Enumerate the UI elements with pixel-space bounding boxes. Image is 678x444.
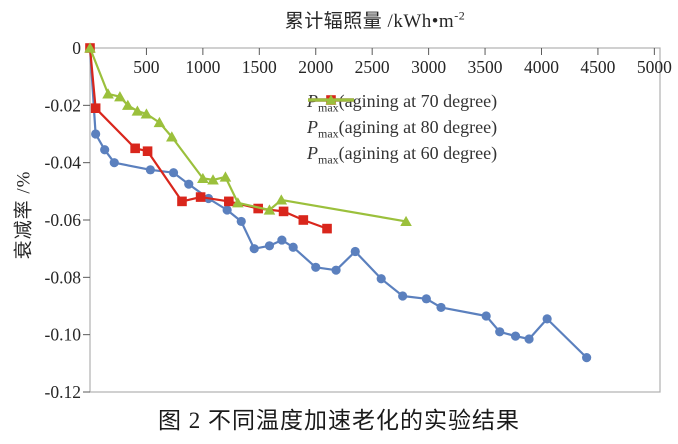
figure-caption: 图 2 不同温度加速老化的实验结果	[158, 408, 520, 433]
data-point-circle	[436, 302, 446, 313]
data-point-circle	[277, 235, 287, 245]
x-tick-label: 4000	[524, 57, 559, 77]
x-axis-title-superscript: -2	[454, 8, 466, 23]
x-axis-title: 累计辐照量 /kWh•m-2	[90, 6, 660, 33]
data-point-triangle	[114, 91, 126, 102]
x-tick-label: 2000	[298, 57, 333, 77]
data-point-circle	[376, 274, 386, 284]
legend-label-pmax-60: Pmax(agining at 60 degree)	[307, 143, 498, 167]
data-point-triangle	[232, 197, 244, 208]
data-point-square	[224, 196, 234, 207]
data-point-square	[278, 206, 289, 217]
x-tick-label: 2500	[355, 57, 390, 77]
data-point-circle	[495, 327, 505, 337]
data-point-circle	[481, 311, 491, 321]
x-tick-label: 4500	[580, 57, 615, 77]
data-point-triangle	[153, 116, 166, 128]
y-tick-label: -0.02	[45, 95, 81, 115]
data-point-circle	[524, 334, 534, 344]
data-point-square	[90, 103, 101, 113]
data-point-square	[177, 196, 187, 207]
x-tick-label: 1500	[242, 57, 277, 77]
data-point-square	[142, 146, 153, 156]
data-point-circle	[288, 242, 298, 252]
y-tick-label: -0.08	[45, 267, 82, 287]
data-point-circle	[168, 168, 179, 178]
data-point-circle	[582, 353, 592, 363]
data-point-circle	[109, 158, 119, 168]
data-point-circle	[249, 244, 259, 254]
x-tick-label: 3500	[468, 57, 503, 77]
data-point-circle	[145, 165, 155, 175]
data-point-triangle	[131, 105, 144, 116]
data-point-circle	[91, 129, 101, 139]
data-point-square	[322, 223, 332, 234]
data-point-triangle	[275, 194, 288, 205]
x-tick-label: 3000	[411, 57, 446, 77]
data-point-circle	[331, 265, 341, 275]
data-point-circle	[100, 145, 110, 155]
data-point-square	[130, 143, 140, 154]
y-tick-label: 0	[72, 38, 81, 58]
data-point-circle	[510, 331, 521, 341]
x-tick-label: 5000	[637, 57, 672, 77]
data-point-triangle	[219, 171, 232, 182]
data-point-circle	[398, 291, 408, 301]
legend-row-pmax-60: Pmax(agining at 60 degree)	[307, 94, 498, 167]
data-point-circle	[236, 216, 246, 227]
data-point-circle	[311, 262, 321, 272]
data-point-triangle	[122, 99, 134, 110]
data-point-circle	[264, 241, 275, 251]
data-point-triangle	[166, 131, 178, 142]
data-point-square	[195, 192, 206, 202]
y-tick-label: -0.10	[45, 325, 82, 345]
data-point-triangle	[140, 108, 153, 119]
data-point-square	[298, 215, 309, 225]
triangle-marker-icon	[308, 94, 354, 105]
data-point-triangle	[197, 172, 209, 184]
data-point-triangle	[102, 88, 114, 99]
data-point-triangle	[84, 42, 96, 53]
data-point-triangle	[207, 174, 219, 185]
x-axis-title-text: 累计辐照量 /kWh•m	[284, 11, 455, 32]
legend-label-pmax-80: Pmax(agining at 80 degree)	[307, 117, 498, 141]
legend-row-pmax-80: Pmax(agining at 80 degree)	[307, 95, 498, 141]
data-point-circle	[184, 179, 194, 189]
y-tick-label: -0.04	[45, 153, 82, 173]
x-tick-label: 1000	[185, 57, 220, 77]
x-tick-label: 500	[133, 57, 160, 77]
y-tick-label: -0.06	[45, 210, 82, 230]
data-point-circle	[222, 205, 232, 215]
data-point-triangle	[400, 215, 412, 227]
legend: Pmax(agining at 70 degree)Pmax(agining a…	[307, 91, 498, 167]
y-tick-label: -0.12	[45, 382, 81, 402]
data-point-circle	[542, 314, 552, 324]
data-point-circle	[350, 246, 360, 257]
data-point-triangle	[263, 204, 276, 215]
data-point-circle	[421, 294, 431, 304]
